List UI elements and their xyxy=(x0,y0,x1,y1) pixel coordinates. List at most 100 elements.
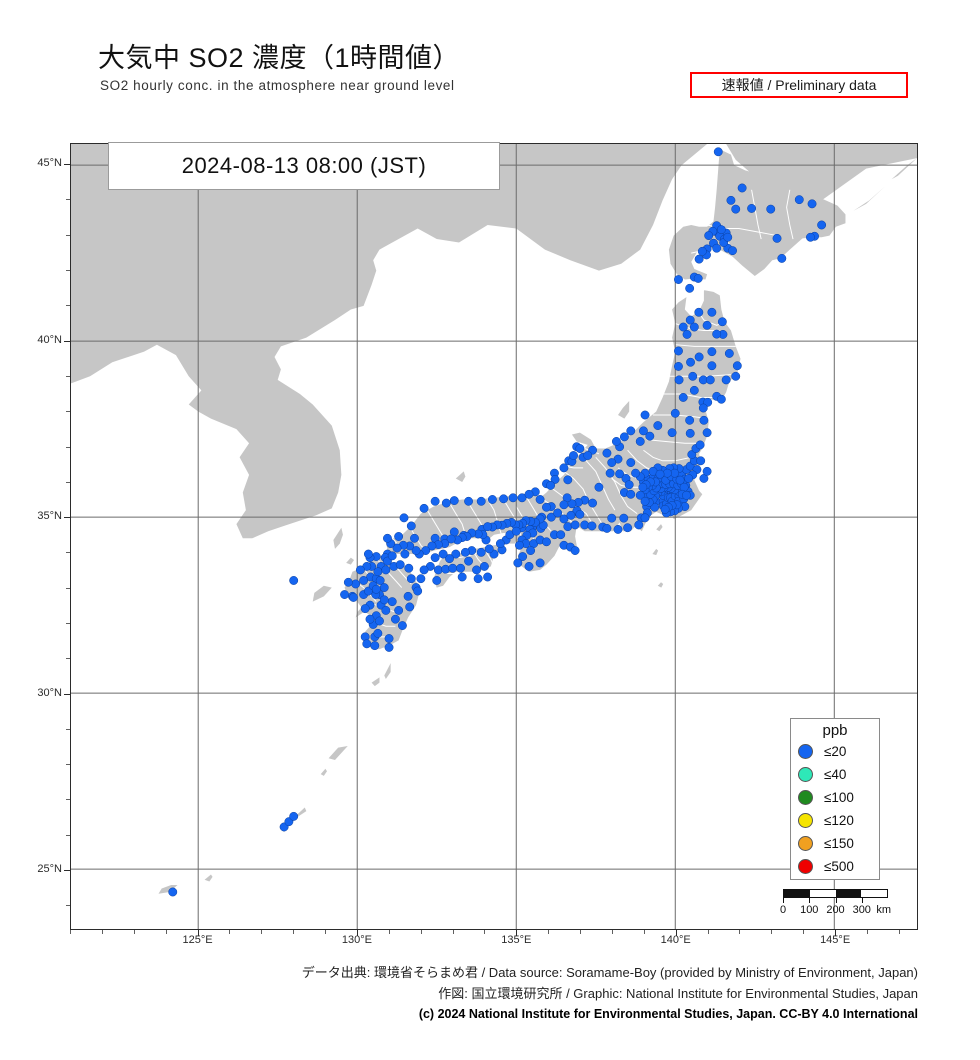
station-point[interactable] xyxy=(655,469,665,479)
station-point[interactable] xyxy=(731,204,741,214)
station-point[interactable] xyxy=(639,426,648,436)
station-point[interactable] xyxy=(674,275,683,284)
station-point[interactable] xyxy=(384,634,394,643)
station-point[interactable] xyxy=(430,496,440,506)
station-point[interactable] xyxy=(441,498,451,508)
legend-item[interactable]: ≤40 xyxy=(791,763,879,786)
station-point[interactable] xyxy=(611,437,621,446)
station-point[interactable] xyxy=(406,521,416,531)
station-point[interactable] xyxy=(355,565,365,575)
station-point[interactable] xyxy=(693,274,703,283)
station-point[interactable] xyxy=(542,537,551,547)
station-point[interactable] xyxy=(682,329,692,339)
station-point[interactable] xyxy=(524,489,534,499)
station-point[interactable] xyxy=(613,524,623,534)
station-point[interactable] xyxy=(464,496,473,506)
station-point[interactable] xyxy=(731,371,741,381)
station-point[interactable] xyxy=(546,480,556,490)
station-point[interactable] xyxy=(360,604,370,614)
legend-item[interactable]: ≤120 xyxy=(791,809,879,832)
station-point[interactable] xyxy=(717,317,727,327)
station-point[interactable] xyxy=(607,513,617,523)
station-point[interactable] xyxy=(524,561,534,571)
station-point[interactable] xyxy=(670,468,680,478)
station-point[interactable] xyxy=(289,811,299,821)
station-point[interactable] xyxy=(569,451,578,460)
station-point[interactable] xyxy=(704,231,714,241)
station-point[interactable] xyxy=(535,558,545,568)
station-point[interactable] xyxy=(397,621,407,631)
station-point[interactable] xyxy=(702,466,712,476)
station-point[interactable] xyxy=(694,307,704,317)
station-point[interactable] xyxy=(379,583,389,593)
station-point[interactable] xyxy=(685,428,695,438)
station-point[interactable] xyxy=(445,554,454,564)
station-point[interactable] xyxy=(476,547,486,557)
station-point[interactable] xyxy=(416,574,426,584)
station-point[interactable] xyxy=(619,432,629,442)
station-point[interactable] xyxy=(404,563,414,573)
station-point[interactable] xyxy=(419,503,429,513)
legend-item[interactable]: ≤20 xyxy=(791,740,879,763)
station-point[interactable] xyxy=(766,204,776,214)
station-point[interactable] xyxy=(394,605,404,615)
station-point[interactable] xyxy=(400,549,410,559)
station-point[interactable] xyxy=(705,375,715,385)
station-point[interactable] xyxy=(716,225,726,235)
station-point[interactable] xyxy=(559,463,569,473)
station-point[interactable] xyxy=(662,468,672,478)
station-point[interactable] xyxy=(695,440,705,450)
station-point[interactable] xyxy=(359,576,369,585)
station-point[interactable] xyxy=(712,329,722,339)
station-point[interactable] xyxy=(697,246,707,256)
station-point[interactable] xyxy=(619,513,629,523)
station-point[interactable] xyxy=(698,403,708,413)
station-point[interactable] xyxy=(375,616,384,626)
station-point[interactable] xyxy=(605,468,615,478)
station-point[interactable] xyxy=(699,415,709,425)
station-point[interactable] xyxy=(384,642,394,652)
station-point[interactable] xyxy=(348,593,358,602)
station-point[interactable] xyxy=(675,475,685,485)
station-point[interactable] xyxy=(653,421,663,431)
station-point[interactable] xyxy=(515,540,524,550)
station-point[interactable] xyxy=(713,147,723,157)
station-point[interactable] xyxy=(363,549,373,559)
station-point[interactable] xyxy=(570,546,580,556)
station-point[interactable] xyxy=(464,556,473,566)
station-point[interactable] xyxy=(513,558,523,568)
station-point[interactable] xyxy=(411,546,421,556)
station-point[interactable] xyxy=(689,385,699,395)
station-point[interactable] xyxy=(678,393,688,402)
station-point[interactable] xyxy=(495,539,505,549)
station-point[interactable] xyxy=(575,444,585,453)
station-point[interactable] xyxy=(550,475,560,484)
station-point[interactable] xyxy=(602,523,612,533)
station-point[interactable] xyxy=(413,586,423,596)
station-point[interactable] xyxy=(685,283,695,293)
station-point[interactable] xyxy=(688,371,698,381)
station-point[interactable] xyxy=(623,523,633,533)
legend-item[interactable]: ≤150 xyxy=(791,832,879,855)
station-point[interactable] xyxy=(678,322,688,332)
station-point[interactable] xyxy=(373,567,383,577)
station-point[interactable] xyxy=(674,375,684,385)
legend-item[interactable]: ≤100 xyxy=(791,786,879,809)
station-point[interactable] xyxy=(379,595,389,605)
station-point[interactable] xyxy=(587,521,597,531)
station-point[interactable] xyxy=(517,493,527,503)
station-point[interactable] xyxy=(723,232,733,242)
station-point[interactable] xyxy=(583,451,593,460)
station-point[interactable] xyxy=(535,495,545,504)
station-point[interactable] xyxy=(685,315,695,325)
station-point[interactable] xyxy=(626,489,636,499)
station-point[interactable] xyxy=(724,349,734,358)
station-point[interactable] xyxy=(726,195,736,205)
station-point[interactable] xyxy=(640,513,650,523)
station-point[interactable] xyxy=(728,246,737,256)
station-point[interactable] xyxy=(737,183,747,193)
station-point[interactable] xyxy=(674,346,683,356)
station-point[interactable] xyxy=(712,243,722,253)
station-point[interactable] xyxy=(472,565,481,575)
station-point[interactable] xyxy=(526,546,536,556)
